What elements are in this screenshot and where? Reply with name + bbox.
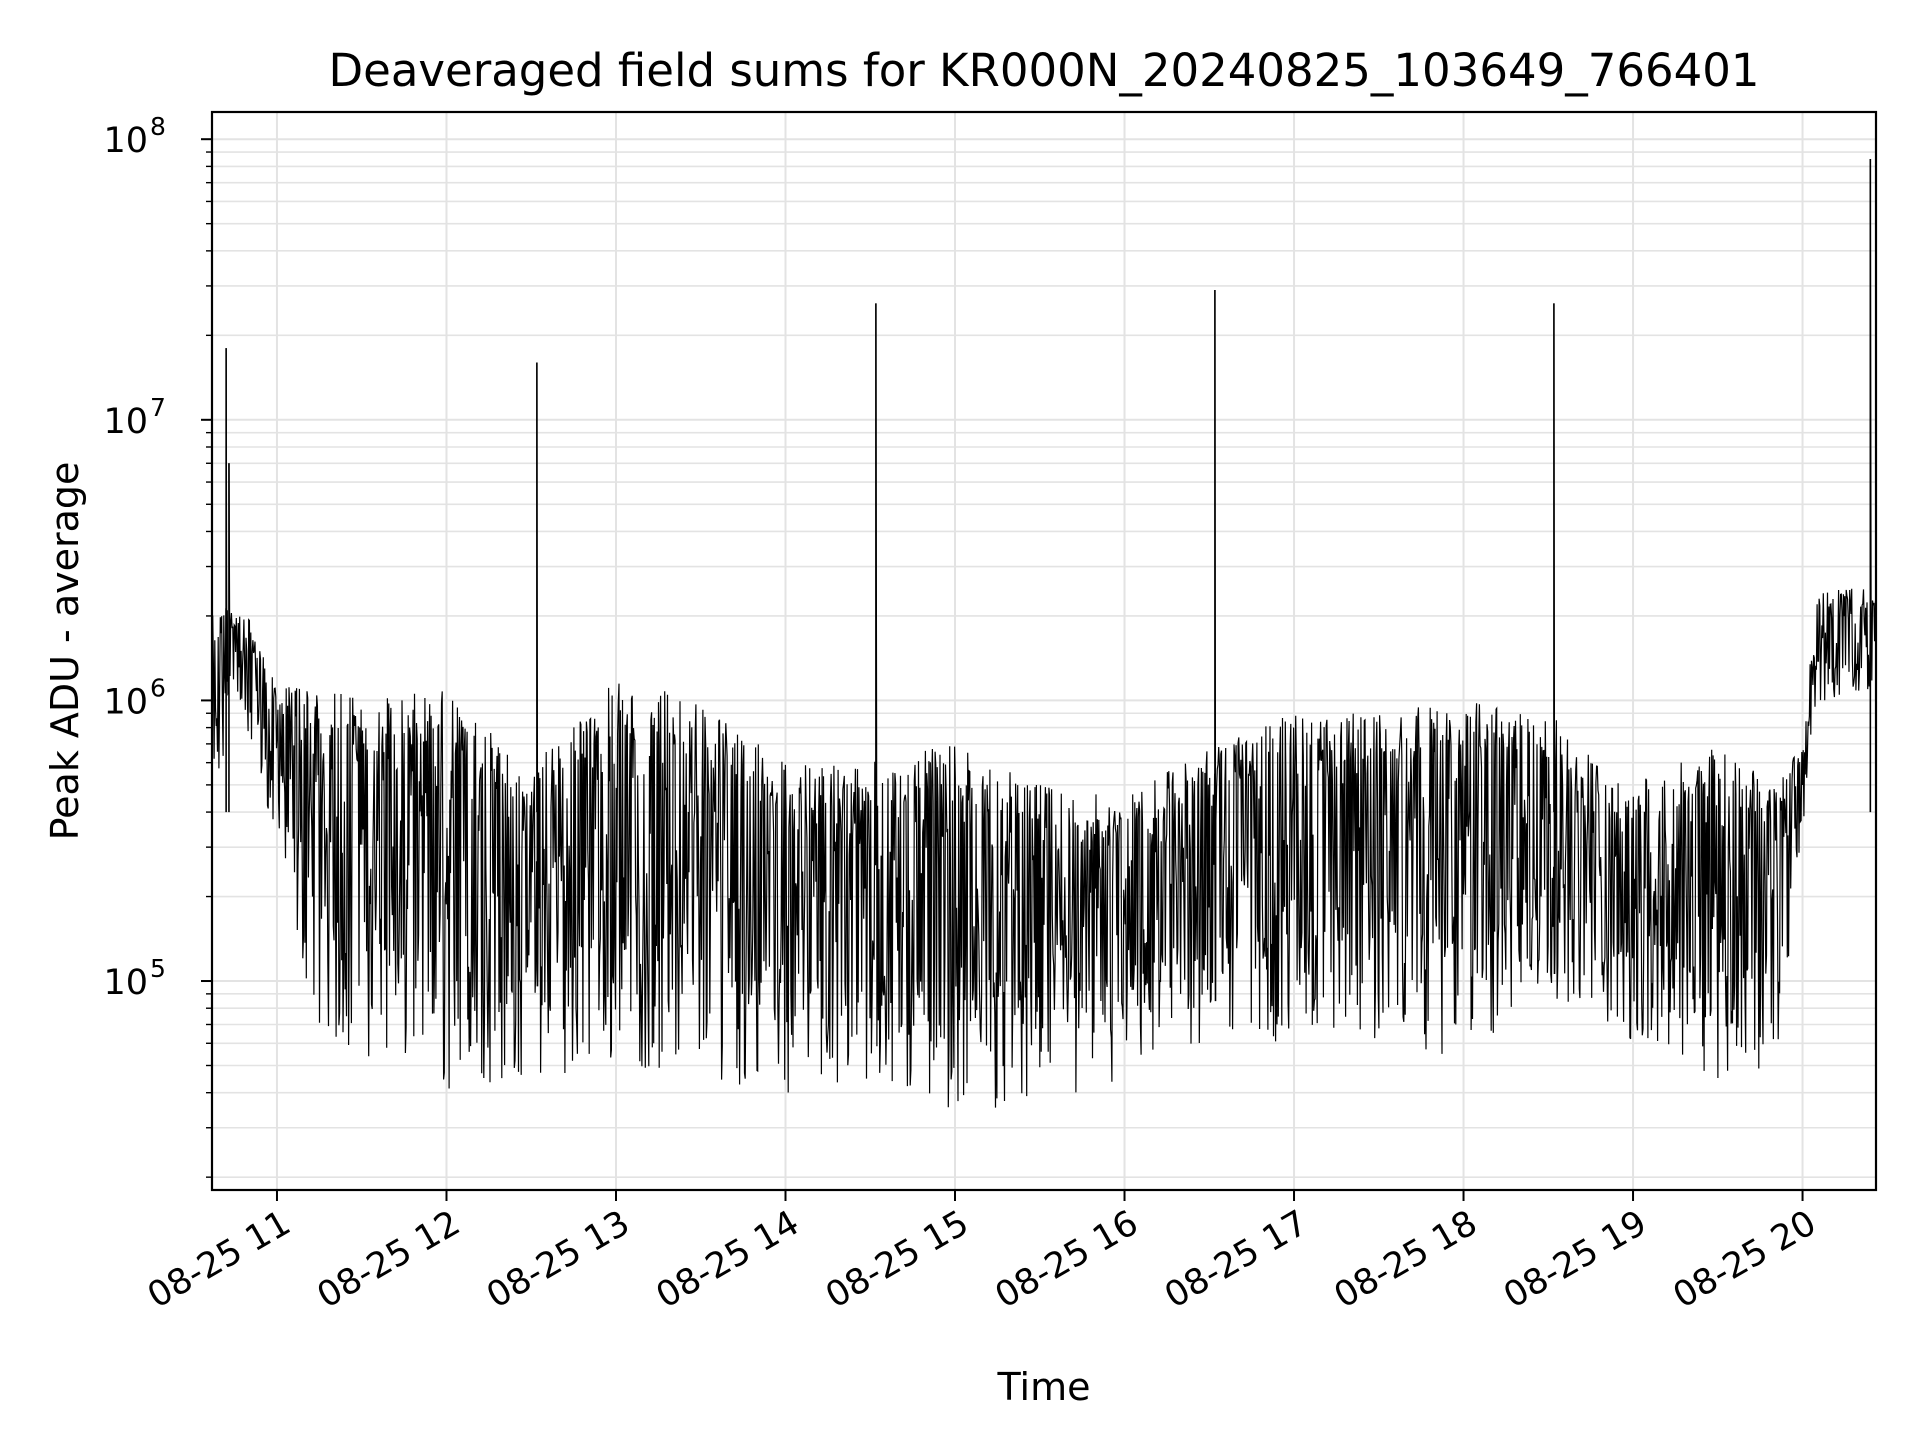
- y-tick-label-exponent: 6: [150, 673, 166, 702]
- y-tick-label-exponent: 7: [150, 393, 166, 422]
- y-tick-label-base: 10: [103, 682, 148, 722]
- chart-title: Deaveraged field sums for KR000N_2024082…: [329, 44, 1760, 97]
- y-tick-label: 10 5: [103, 954, 165, 1003]
- y-tick-label-exponent: 5: [150, 954, 166, 983]
- y-tick-label-base: 10: [103, 121, 148, 161]
- y-tick-label-base: 10: [103, 963, 148, 1003]
- y-axis-label: Peak ADU - average: [43, 462, 87, 841]
- y-tick-label: 10 8: [103, 112, 165, 161]
- y-tick-label: 10 7: [103, 393, 165, 442]
- y-tick-label-base: 10: [103, 402, 148, 442]
- data-series: [211, 158, 1877, 1108]
- y-tick-label: 10 6: [103, 673, 165, 722]
- x-axis-label: Time: [997, 1365, 1091, 1409]
- y-tick-label-exponent: 8: [150, 112, 166, 141]
- series-line: [211, 158, 1877, 1108]
- plot-frame: [210, 110, 1878, 1192]
